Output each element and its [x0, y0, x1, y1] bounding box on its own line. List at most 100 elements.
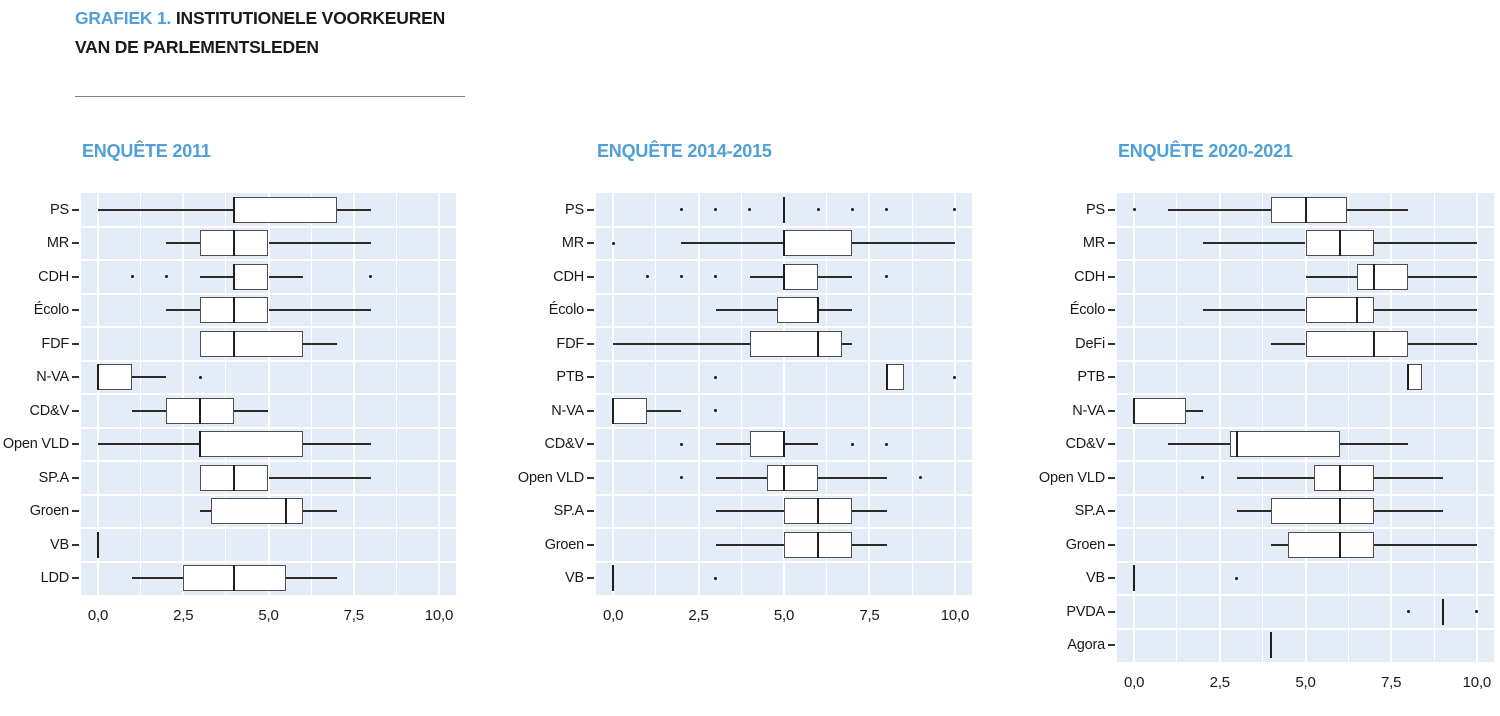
boxplot-box: [98, 364, 133, 391]
boxplot-box: [749, 431, 784, 458]
boxplot-median-line: [612, 565, 615, 592]
row-gridline: [596, 259, 972, 261]
y-axis-tick: [1108, 644, 1115, 647]
boxplot-box: [234, 263, 269, 290]
boxplot-box: [1271, 498, 1375, 525]
boxplot-whisker-upper: [1185, 409, 1203, 412]
boxplot-median-line: [885, 364, 888, 391]
panel-title-2011: ENQUÊTE 2011: [82, 141, 211, 161]
boxplot-median-line: [783, 464, 785, 491]
outlier-dot: [714, 576, 718, 580]
row-gridline: [596, 225, 972, 228]
y-axis-label: PS: [1086, 201, 1105, 218]
y-axis-label: Open VLD: [2, 436, 69, 453]
outlier-dot: [850, 208, 854, 212]
boxplot-box: [613, 397, 648, 424]
y-axis-label: Open VLD: [1038, 469, 1105, 486]
boxplot-whisker-upper: [268, 476, 371, 479]
x-axis-label: 0,0: [87, 607, 109, 624]
y-axis-tick: [72, 208, 79, 211]
boxplot-median-line: [1133, 565, 1136, 592]
y-axis-tick: [587, 208, 594, 211]
y-axis-tick: [587, 409, 594, 412]
boxplot-panel-2011: PS MR CDH Écolo FDF N-VA CD&V Open VLD SP.A Groen…: [3, 193, 456, 624]
boxplot-median-line: [817, 297, 820, 324]
boxplot-whisker-lower: [715, 510, 784, 513]
boxplot-box: [200, 431, 303, 458]
y-axis-label: N-VA: [1072, 402, 1105, 419]
y-axis-tick: [72, 242, 79, 245]
outlier-dot: [885, 208, 889, 212]
outlier-dot: [130, 275, 134, 279]
y-axis-tick: [1108, 242, 1115, 245]
boxplot-whisker-upper: [818, 275, 853, 278]
boxplot-whisker-upper: [268, 275, 303, 278]
boxplot-whisker-lower: [1305, 275, 1357, 278]
boxplot-panel-2014-2015: PS MR CDH Écolo FDF PTB N-VA CD&V Open VLD SP.A Gr…: [518, 193, 972, 624]
row-gridline: [1117, 426, 1494, 429]
boxplot-box: [1134, 397, 1186, 424]
boxplot-whisker-upper: [1374, 510, 1443, 513]
row-gridline: [1117, 460, 1494, 462]
boxplot-whisker-lower: [166, 242, 201, 245]
y-axis-label: Groen: [1065, 536, 1106, 553]
boxplot-median-line: [233, 297, 236, 324]
boxplot-median-line: [1373, 330, 1376, 357]
y-axis-tick: [1108, 409, 1115, 412]
boxplot-box: [777, 297, 819, 324]
outlier-dot: [953, 208, 957, 212]
boxplot-whisker-upper: [1408, 342, 1477, 345]
boxplot-median-line: [1441, 598, 1444, 625]
boxplot-whisker-lower: [681, 242, 784, 245]
boxplot-whisker-upper: [336, 208, 371, 211]
boxplot-box: [1271, 196, 1347, 223]
boxplot-whisker-upper: [285, 577, 337, 580]
figure-title-line1: GRAFIEK 1. INSTITUTIONELE VOORKEUREN: [75, 4, 445, 33]
boxplot-median-line: [1338, 498, 1341, 525]
y-axis-tick: [1108, 610, 1115, 613]
y-axis-tick: [72, 577, 79, 580]
y-axis-label: Groen: [544, 536, 585, 553]
y-axis-tick: [587, 342, 594, 345]
y-axis-label: MR: [561, 235, 584, 252]
y-axis-label: CDH: [38, 268, 69, 285]
outlier-dot: [714, 375, 718, 379]
y-axis-tick: [587, 510, 594, 513]
row-gridline: [1117, 393, 1494, 395]
boxplot-panel-2020-2021: PS MR CDH Écolo DeFi PTB N-VA CD&V Open VLD SP.A G…: [1039, 193, 1494, 691]
row-gridline: [596, 560, 972, 563]
title-divider-line: [75, 96, 465, 97]
figure-title-line2: VAN DE PARLEMENTSLEDEN: [75, 37, 319, 57]
boxplot-whisker-upper: [1346, 208, 1409, 211]
y-axis-label: N-VA: [36, 369, 69, 386]
y-axis-tick: [1108, 476, 1115, 479]
boxplot-median-line: [1355, 297, 1358, 324]
y-axis-tick: [587, 543, 594, 546]
boxplot-box: [1305, 330, 1409, 357]
outlier-dot: [714, 409, 718, 413]
row-gridline: [81, 393, 456, 395]
y-axis-label: VB: [1086, 570, 1105, 587]
y-axis-label: Groen: [29, 503, 70, 520]
boxplot-median-line: [1338, 464, 1341, 491]
row-gridline: [81, 493, 456, 496]
x-axis-label: 7,5: [859, 607, 880, 624]
x-axis-label: 0,0: [1124, 674, 1145, 691]
row-gridline: [81, 225, 456, 228]
boxplot-whisker-upper: [818, 309, 853, 312]
row-gridline: [1117, 493, 1494, 496]
boxplot-box: [749, 330, 843, 357]
boxplot-whisker-upper: [1374, 543, 1477, 546]
boxplot-whisker-lower: [1236, 510, 1272, 513]
row-gridline: [1117, 225, 1494, 228]
y-axis-tick: [1108, 376, 1115, 379]
row-gridline: [81, 259, 456, 261]
boxplot-median-line: [233, 464, 236, 491]
row-gridline: [596, 527, 972, 529]
boxplot-whisker-lower: [715, 476, 767, 479]
y-axis-tick: [72, 476, 79, 479]
boxplot-whisker-lower: [98, 208, 235, 211]
x-axis-label: 2,5: [688, 607, 709, 624]
boxplot-whisker-upper: [1374, 476, 1443, 479]
